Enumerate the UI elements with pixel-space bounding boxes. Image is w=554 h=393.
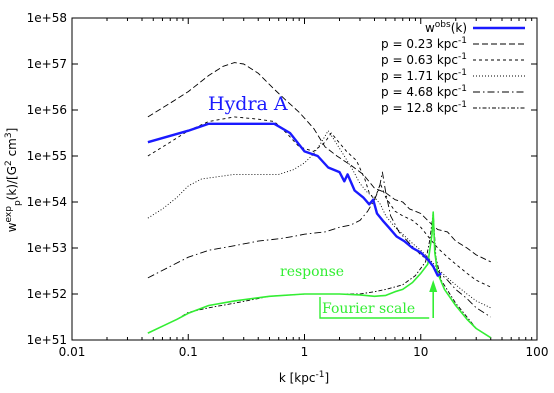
fourier-arrow-head bbox=[429, 280, 438, 292]
y-axis-label: wexpp(k)/[G2 cm3] bbox=[4, 128, 23, 233]
annotation-response: response bbox=[280, 264, 344, 280]
series-line-obs bbox=[147, 122, 442, 277]
series-line-response bbox=[147, 211, 492, 339]
y-tick-label: 1e+55 bbox=[27, 149, 67, 163]
x-tick-label: 1 bbox=[301, 345, 309, 359]
y-tick-label: 1e+51 bbox=[27, 333, 67, 347]
legend-label: p = 4.68 kpc-1 bbox=[381, 84, 467, 99]
y-tick-label: 1e+52 bbox=[27, 287, 67, 301]
legend: wobs(k)p = 0.23 kpc-1p = 0.63 kpc-1p = 1… bbox=[381, 20, 525, 115]
series-line-shortdash bbox=[147, 116, 491, 288]
legend-label: wobs(k) bbox=[425, 20, 467, 35]
x-tick-label: 100 bbox=[526, 345, 549, 359]
legend-label: p = 1.71 kpc-1 bbox=[381, 68, 467, 83]
series-line-dot bbox=[147, 130, 491, 309]
y-tick-label: 1e+58 bbox=[27, 11, 67, 25]
y-tick-label: 1e+54 bbox=[27, 195, 67, 209]
x-tick-label: 0.01 bbox=[59, 345, 86, 359]
series-line-dashdot bbox=[147, 171, 491, 318]
series-group bbox=[147, 62, 492, 339]
legend-label: p = 12.8 kpc-1 bbox=[381, 100, 467, 115]
annotations: Hydra A response Fourier scale bbox=[208, 93, 438, 319]
y-tick-label: 1e+57 bbox=[27, 57, 67, 71]
fourier-bracket bbox=[319, 297, 430, 319]
y-tick-label: 1e+53 bbox=[27, 241, 67, 255]
annotation-fourier-scale: Fourier scale bbox=[322, 301, 415, 317]
legend-label: p = 0.23 kpc-1 bbox=[381, 36, 467, 51]
x-axis-label: k [kpc-1] bbox=[279, 370, 329, 385]
series-line-dash bbox=[147, 62, 491, 263]
plot-frame bbox=[71, 17, 538, 341]
axis-ticks: 0.01 0.1 1 10 100 1e+51 1e+52 1e+53 1e+54 1e+55 1e… bbox=[27, 11, 549, 359]
x-tick-label: 0.1 bbox=[179, 345, 198, 359]
x-tick-label: 10 bbox=[413, 345, 428, 359]
annotation-hydra-a: Hydra A bbox=[208, 93, 288, 115]
series-line-dashdot2 bbox=[147, 211, 491, 339]
y-tick-label: 1e+56 bbox=[27, 103, 67, 117]
legend-label: p = 0.63 kpc-1 bbox=[381, 52, 467, 67]
